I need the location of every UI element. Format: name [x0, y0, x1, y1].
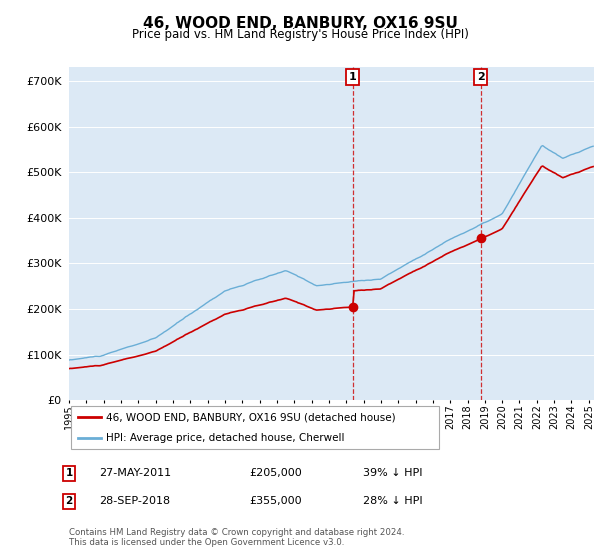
Text: Price paid vs. HM Land Registry's House Price Index (HPI): Price paid vs. HM Land Registry's House … [131, 28, 469, 41]
Text: 2: 2 [65, 496, 73, 506]
Text: Contains HM Land Registry data © Crown copyright and database right 2024.
This d: Contains HM Land Registry data © Crown c… [69, 528, 404, 547]
Text: HPI: Average price, detached house, Cherwell: HPI: Average price, detached house, Cher… [106, 433, 344, 444]
Text: 28% ↓ HPI: 28% ↓ HPI [363, 496, 422, 506]
FancyBboxPatch shape [71, 406, 439, 450]
Text: 46, WOOD END, BANBURY, OX16 9SU (detached house): 46, WOOD END, BANBURY, OX16 9SU (detache… [106, 412, 396, 422]
Text: 2: 2 [476, 72, 484, 82]
Text: 1: 1 [349, 72, 356, 82]
Text: 39% ↓ HPI: 39% ↓ HPI [363, 468, 422, 478]
Text: 46, WOOD END, BANBURY, OX16 9SU: 46, WOOD END, BANBURY, OX16 9SU [143, 16, 457, 31]
Text: 1: 1 [65, 468, 73, 478]
Text: £355,000: £355,000 [249, 496, 302, 506]
Text: £205,000: £205,000 [249, 468, 302, 478]
Text: 28-SEP-2018: 28-SEP-2018 [99, 496, 170, 506]
Text: 27-MAY-2011: 27-MAY-2011 [99, 468, 171, 478]
